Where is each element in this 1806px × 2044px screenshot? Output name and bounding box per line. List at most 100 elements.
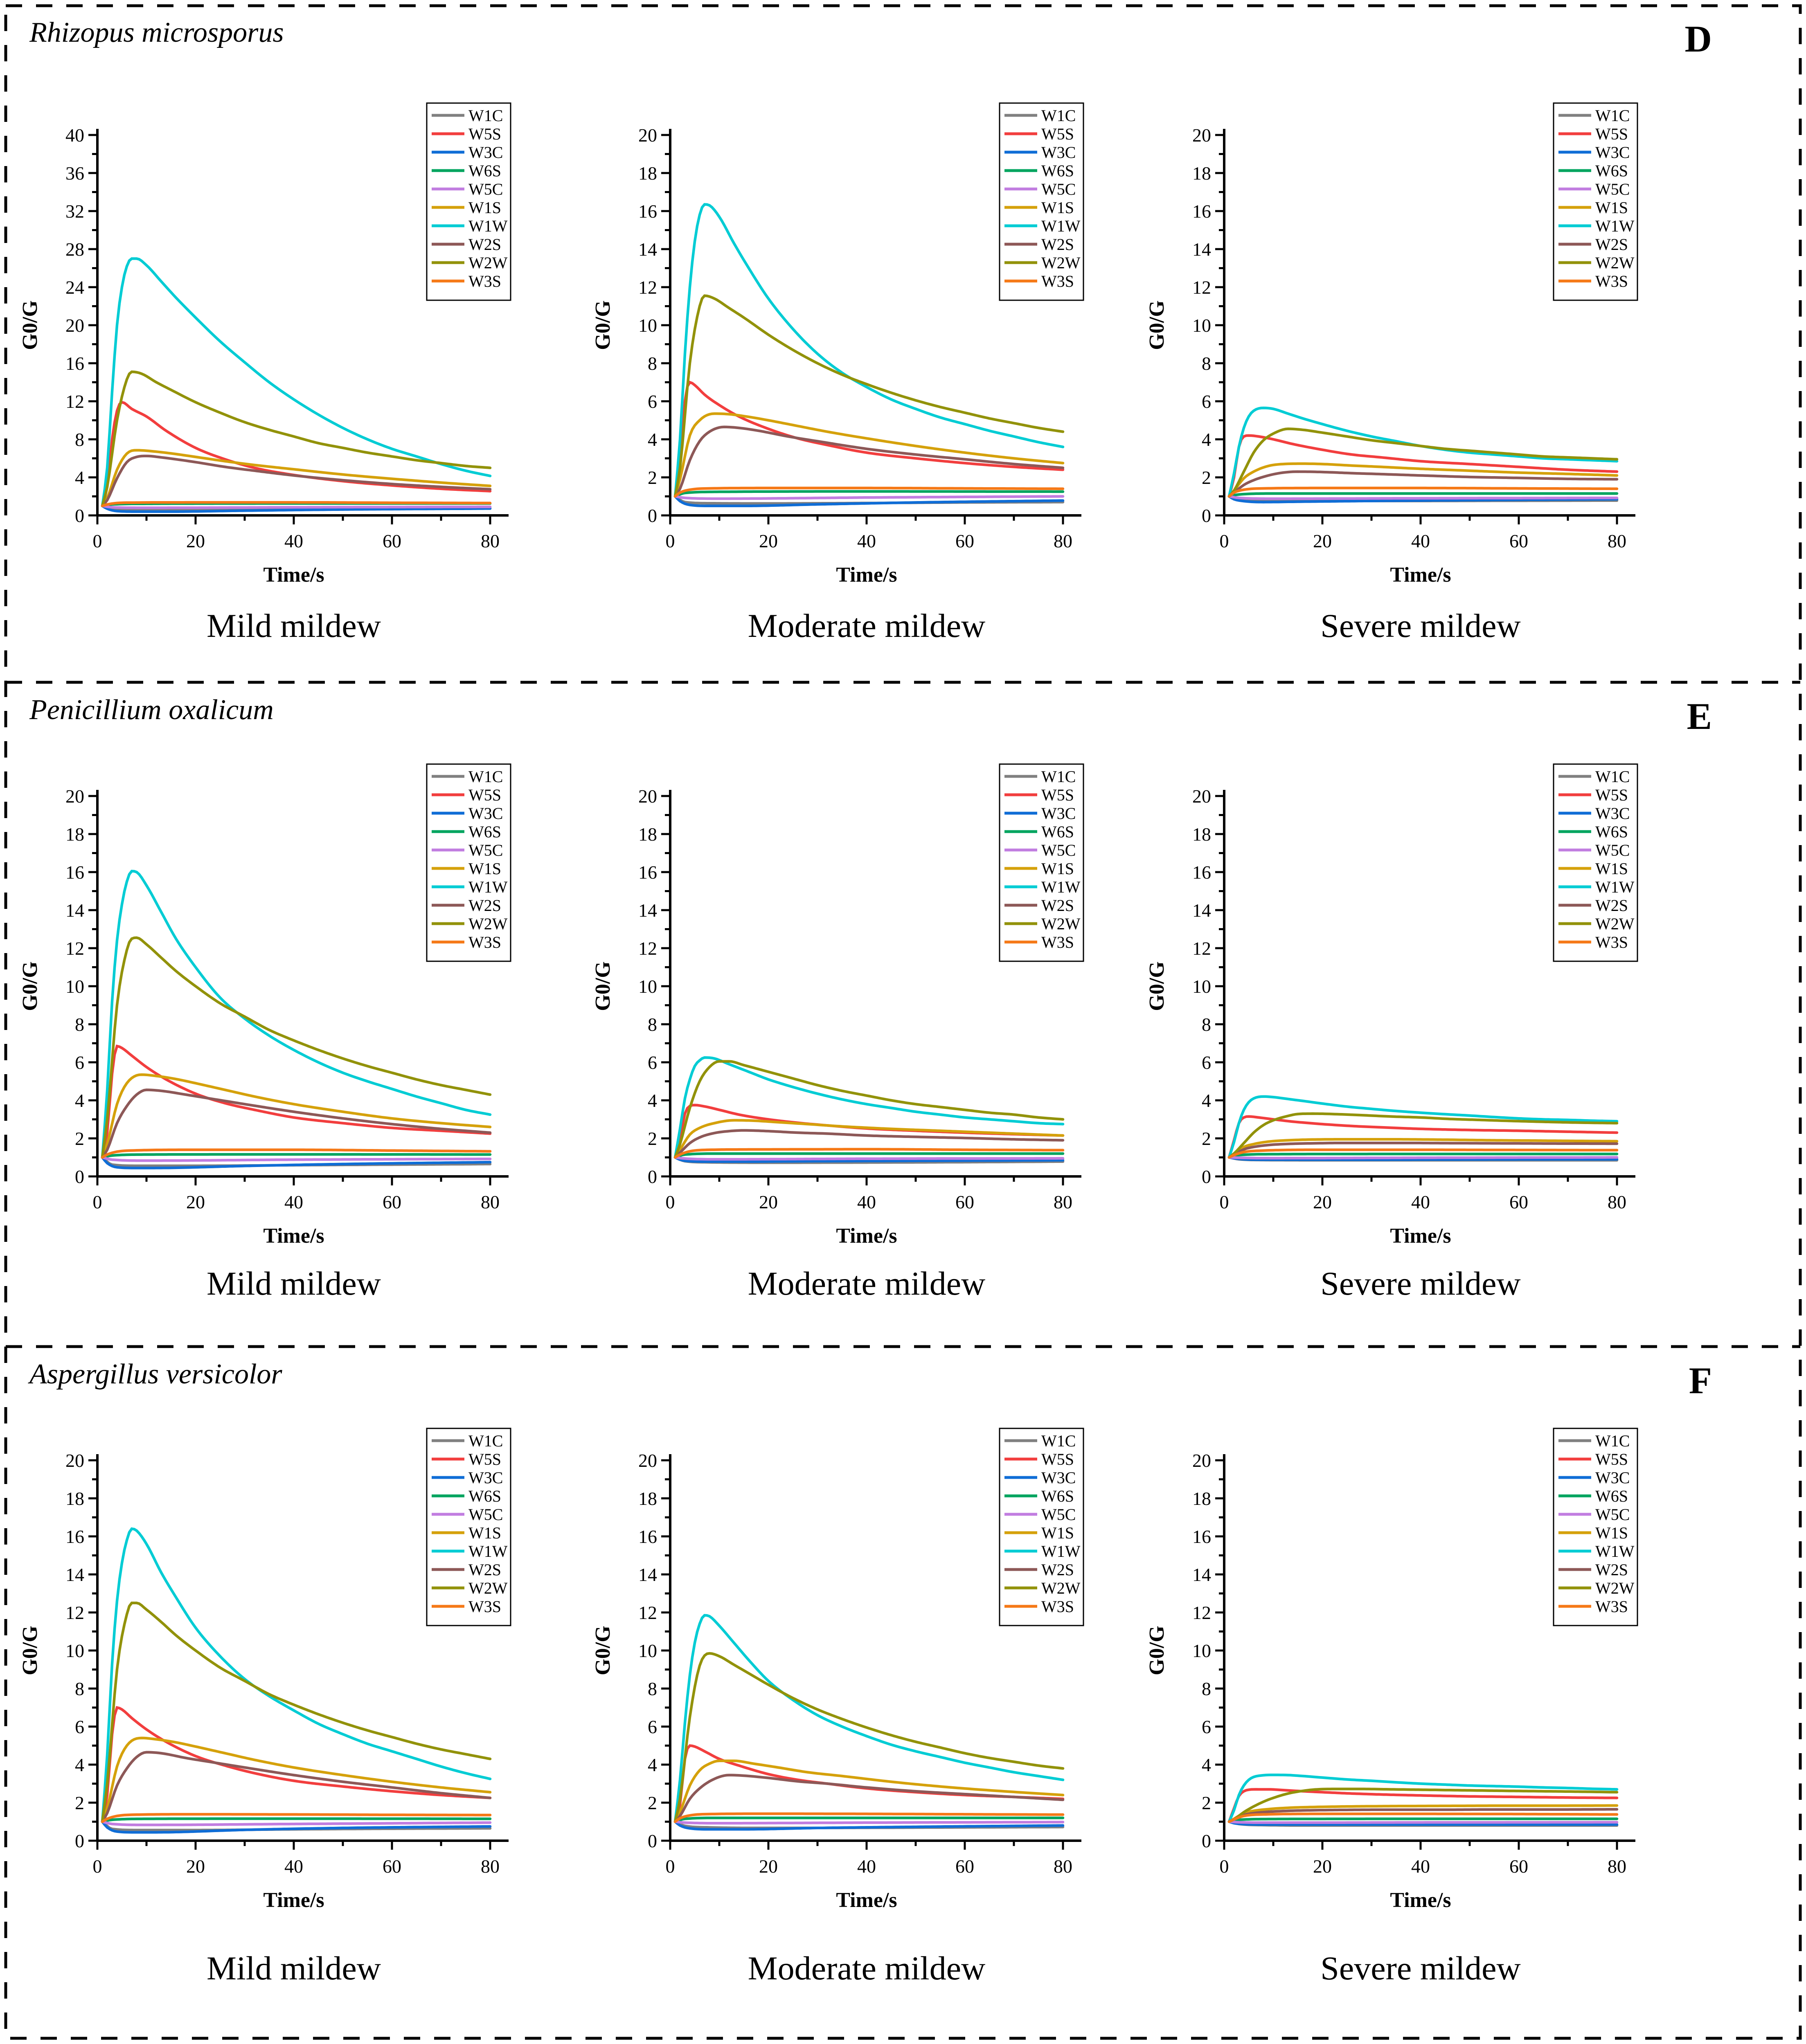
- svg-text:20: 20: [1313, 1856, 1332, 1877]
- row-aspergillus-versicolor: Aspergillus versicolor F 0 2 4 6 8 10 12 14 16 18…: [0, 1342, 1806, 2034]
- svg-text:18: 18: [1192, 1488, 1211, 1509]
- svg-text:0: 0: [648, 505, 657, 526]
- svg-text:14: 14: [638, 1564, 657, 1585]
- legend-label-W5C: W5C: [468, 1505, 503, 1524]
- legend-label-W2W: W2W: [1595, 915, 1635, 933]
- svg-text:12: 12: [1192, 277, 1211, 298]
- svg-text:60: 60: [955, 1856, 974, 1877]
- chart-caption: Mild mildew: [207, 1950, 381, 1987]
- series-line-W6S: [101, 1817, 492, 1823]
- svg-text:4: 4: [648, 1090, 657, 1111]
- series-line-W3S: [1227, 1148, 1619, 1159]
- tick-labels: 0 4 8 12 16 20 24 28 32 36 40 0 20 40 60 80: [65, 125, 500, 551]
- svg-text:60: 60: [955, 1192, 974, 1212]
- series-line-W3S: [673, 1812, 1065, 1823]
- svg-text:0: 0: [93, 1192, 102, 1212]
- chart-caption: Moderate mildew: [748, 1265, 986, 1302]
- series-line-W1W: [673, 1056, 1065, 1159]
- svg-text:4: 4: [648, 429, 657, 450]
- svg-text:12: 12: [65, 938, 84, 959]
- svg-text:80: 80: [481, 1856, 500, 1877]
- legend-label-W1C: W1C: [1041, 106, 1076, 125]
- legend-label-W1S: W1S: [1595, 1524, 1628, 1542]
- svg-text:4: 4: [1202, 1754, 1211, 1775]
- series-line-W3S: [101, 501, 492, 508]
- legend-label-W1W: W1W: [1041, 217, 1081, 235]
- series-line-W3C: [1227, 1156, 1619, 1161]
- species-title: Rhizopus microsporus: [29, 17, 284, 48]
- chart-caption: Moderate mildew: [748, 607, 986, 644]
- legend-label-W5C: W5C: [1595, 180, 1630, 198]
- chart-panel: 0 2 4 6 8 10 12 14 16 18 20 0 20 40 60 80 Time/s G0/G W1C W…: [584, 1423, 1128, 1988]
- series-line-W6S: [1227, 1817, 1619, 1823]
- chart-caption: Moderate mildew: [748, 1950, 986, 1987]
- svg-text:16: 16: [638, 201, 657, 222]
- x-axis-title: Time/s: [1390, 1889, 1451, 1912]
- legend-label-W3S: W3S: [468, 272, 501, 290]
- legend-label-W5S: W5S: [1041, 786, 1074, 804]
- series-line-W3C: [101, 504, 492, 513]
- series-line-W2S: [673, 1774, 1065, 1823]
- series-lines: [1227, 1095, 1619, 1162]
- chart-moderate-mildew: 0 2 4 6 8 10 12 14 16 18 20 0 20 40 60 80 Time/s G0/G W1C W…: [584, 98, 1128, 595]
- series-line-W5C: [101, 1156, 492, 1162]
- svg-text:4: 4: [75, 467, 84, 488]
- legend-label-W3S: W3S: [1041, 1597, 1074, 1616]
- legend-label-W2W: W2W: [1041, 915, 1081, 933]
- series-line-W3C: [673, 1156, 1065, 1163]
- svg-text:6: 6: [648, 1052, 657, 1073]
- x-axis-title: Time/s: [263, 1889, 324, 1912]
- svg-text:20: 20: [638, 1450, 657, 1471]
- svg-text:6: 6: [1202, 1052, 1211, 1073]
- svg-text:80: 80: [481, 1192, 500, 1212]
- legend-label-W6S: W6S: [1041, 823, 1074, 841]
- svg-text:12: 12: [1192, 938, 1211, 959]
- svg-text:20: 20: [65, 1450, 84, 1471]
- series-line-W2S: [1227, 470, 1619, 498]
- row-rhizopus-microsporus: Rhizopus microsporus D 0 4 8 12 16 20 24 28 32 36…: [0, 0, 1806, 677]
- legend-label-W3S: W3S: [1595, 272, 1628, 290]
- axis-ticks: [661, 795, 1064, 1185]
- legend-label-W1S: W1S: [1041, 859, 1074, 878]
- series-line-W3S: [1227, 1812, 1619, 1823]
- legend-label-W1S: W1S: [1595, 859, 1628, 878]
- svg-text:40: 40: [284, 531, 303, 551]
- legend-label-W1W: W1W: [1595, 1542, 1635, 1561]
- legend-label-W1W: W1W: [1041, 1542, 1081, 1561]
- series-line-W2W: [101, 936, 492, 1159]
- legend-label-W3C: W3C: [468, 804, 503, 823]
- legend-label-W5S: W5S: [1595, 125, 1628, 143]
- legend-label-W1S: W1S: [1041, 1524, 1074, 1542]
- svg-text:18: 18: [638, 824, 657, 845]
- series-lines: [101, 257, 492, 513]
- series-line-W2S: [101, 454, 492, 508]
- series-line-W3S: [673, 486, 1065, 498]
- chart-mild-mildew: 0 2 4 6 8 10 12 14 16 18 20 0 20 40 60 80 Time/s G0/G W1C W…: [11, 1423, 556, 1920]
- svg-text:14: 14: [65, 1564, 84, 1585]
- y-axis-title: G0/G: [591, 961, 615, 1011]
- svg-text:2: 2: [1202, 1792, 1211, 1813]
- legend-label-W3C: W3C: [1041, 1468, 1076, 1487]
- axis-ticks: [1215, 795, 1618, 1185]
- svg-text:10: 10: [1192, 315, 1211, 336]
- svg-text:60: 60: [1509, 1856, 1528, 1877]
- svg-text:32: 32: [65, 201, 84, 222]
- series-line-W1W: [101, 257, 492, 508]
- legend-label-W3S: W3S: [1041, 933, 1074, 951]
- x-axis-title: Time/s: [263, 563, 324, 587]
- series-line-W3C: [673, 495, 1065, 508]
- series-line-W2S: [101, 1088, 492, 1159]
- charts-row: 0 4 8 12 16 20 24 28 32 36 40 0 20 40 60 80 Time/s G0/G W1…: [0, 0, 1806, 645]
- series-lines: [101, 1527, 492, 1834]
- svg-text:20: 20: [65, 315, 84, 336]
- svg-text:8: 8: [75, 1014, 84, 1035]
- series-line-W1S: [101, 1073, 492, 1159]
- axis-ticks: [88, 795, 491, 1185]
- svg-text:36: 36: [65, 163, 84, 184]
- svg-text:10: 10: [638, 976, 657, 997]
- svg-text:10: 10: [65, 1640, 84, 1661]
- svg-text:60: 60: [1509, 531, 1528, 551]
